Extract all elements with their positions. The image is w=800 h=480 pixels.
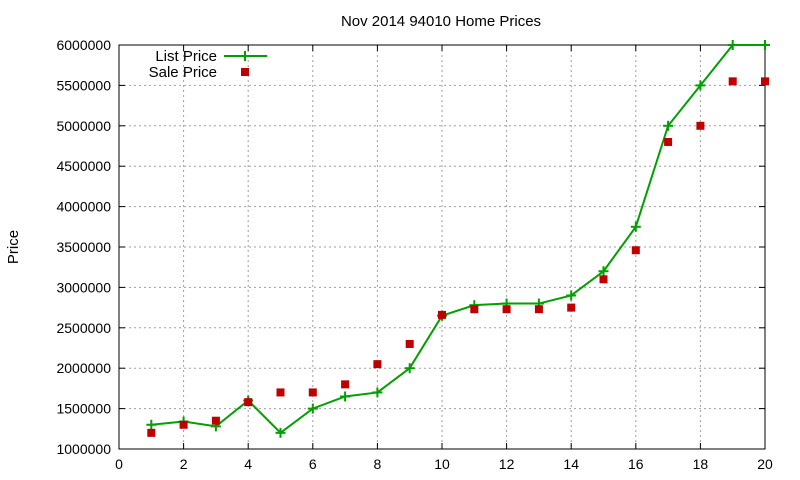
- data-point-list-price: [760, 40, 770, 50]
- series-line-list-price: [151, 44, 765, 435]
- data-point-list-price: [307, 403, 318, 414]
- data-point-sale-price: [567, 303, 576, 312]
- x-tick-label: 4: [244, 456, 252, 472]
- data-point-sale-price: [438, 310, 446, 319]
- x-tick-label: 16: [628, 456, 644, 472]
- y-tick-label: 3000000: [56, 279, 111, 295]
- y-tick-label: 3500000: [56, 239, 111, 255]
- x-tick-label: 8: [374, 456, 382, 472]
- data-point-sale-price: [211, 416, 220, 425]
- data-point-list-price: [727, 40, 738, 50]
- x-tick-label: 6: [309, 456, 317, 472]
- data-point-sale-price: [405, 339, 414, 348]
- x-tick-label: 12: [499, 456, 515, 472]
- data-point-sale-price: [244, 398, 253, 407]
- data-point-list-price: [630, 221, 641, 232]
- legend-marker-sale-price: [241, 68, 249, 76]
- data-point-list-price: [404, 363, 415, 374]
- grid-lines: [119, 45, 765, 449]
- x-tick-label: 18: [693, 456, 709, 472]
- data-point-list-price: [695, 80, 706, 91]
- x-tick-label: 14: [563, 456, 579, 472]
- data-point-sale-price: [470, 305, 479, 314]
- data-point-sale-price: [599, 275, 608, 284]
- data-point-list-price: [566, 290, 577, 301]
- data-point-sale-price: [631, 246, 640, 255]
- x-tick-label: 2: [180, 456, 188, 472]
- data-point-sale-price: [308, 388, 317, 397]
- y-axis-label: Price: [5, 230, 22, 264]
- x-axis-tick-labels: 0 2 4 6 8 10 12 14 16 18 20: [115, 456, 773, 472]
- y-tick-label: 1000000: [56, 441, 111, 457]
- y-tick-label: 2000000: [56, 360, 111, 376]
- data-point-sale-price: [534, 305, 543, 314]
- data-point-sale-price: [664, 137, 673, 146]
- y-tick-label: 4500000: [56, 158, 111, 174]
- legend-swatch-sale-price: [241, 68, 249, 76]
- data-point-sale-price: [179, 420, 188, 429]
- y-tick-label: 2500000: [56, 320, 111, 336]
- y-tick-label: 5000000: [56, 118, 111, 134]
- legend-swatch-list-price: [224, 51, 267, 61]
- legend-label-sale-price: Sale Price: [149, 64, 217, 81]
- data-point-list-price: [275, 427, 286, 438]
- data-point-sale-price: [696, 121, 705, 130]
- legend: List Price Sale Price: [149, 48, 267, 81]
- data-point-sale-price: [373, 360, 382, 369]
- x-tick-label: 10: [434, 456, 450, 472]
- y-tick-label: 6000000: [56, 37, 111, 53]
- data-point-sale-price: [276, 388, 285, 397]
- legend-marker-list-price: [240, 51, 250, 61]
- y-tick-label: 5500000: [56, 77, 111, 93]
- y-tick-label: 4000000: [56, 199, 111, 215]
- data-point-sale-price: [502, 305, 511, 314]
- data-point-sale-price: [761, 77, 769, 86]
- y-tick-label: 1500000: [56, 401, 111, 417]
- x-tick-label: 20: [757, 456, 773, 472]
- series-layer: [146, 40, 770, 438]
- chart-title: Nov 2014 94010 Home Prices: [341, 13, 541, 30]
- x-tick-label: 0: [115, 456, 123, 472]
- data-point-list-price: [663, 120, 674, 131]
- data-point-list-price: [598, 266, 609, 277]
- data-point-list-price: [372, 387, 383, 398]
- data-point-list-price: [340, 391, 351, 402]
- legend-label-list-price: List Price: [155, 48, 217, 65]
- data-point-sale-price: [728, 77, 737, 86]
- data-point-sale-price: [147, 428, 156, 437]
- y-axis-tick-labels: 1000000 1500000 2000000 2500000 3000000 35000…: [56, 37, 111, 457]
- data-point-list-price: [146, 419, 157, 430]
- data-point-sale-price: [341, 380, 350, 389]
